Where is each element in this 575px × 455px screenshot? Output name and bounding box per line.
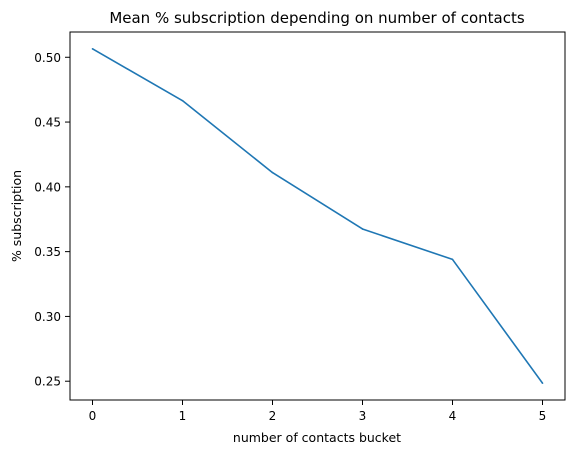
x-tick-label: 1	[179, 409, 187, 423]
y-axis-ticks: 0.25 0.30 0.35 0.40 0.45 0.50	[34, 51, 70, 389]
x-tick-label: 4	[449, 409, 457, 423]
x-axis-ticks: 0 1 2 3 4 5	[89, 400, 547, 423]
y-axis-label: % subscription	[9, 170, 24, 262]
x-tick-label: 2	[269, 409, 277, 423]
data-point	[272, 172, 274, 174]
y-tick-label: 0.45	[34, 116, 61, 130]
data-point	[362, 228, 364, 230]
x-tick-label: 5	[539, 409, 547, 423]
y-tick-label: 0.50	[34, 51, 61, 65]
chart-title: Mean % subscription depending on number …	[109, 9, 525, 27]
y-tick-label: 0.30	[34, 310, 61, 324]
plot-area	[70, 32, 565, 400]
x-tick-label: 3	[359, 409, 367, 423]
y-tick-label: 0.35	[34, 245, 61, 259]
series-group	[92, 48, 544, 384]
x-axis-label: number of contacts bucket	[233, 430, 401, 445]
y-tick-label: 0.25	[34, 375, 61, 389]
data-point	[542, 382, 544, 384]
data-point	[452, 259, 454, 261]
x-tick-label: 0	[89, 409, 97, 423]
data-point	[182, 100, 184, 102]
series-line	[93, 49, 543, 383]
data-point	[92, 48, 94, 50]
y-tick-label: 0.40	[34, 180, 61, 194]
